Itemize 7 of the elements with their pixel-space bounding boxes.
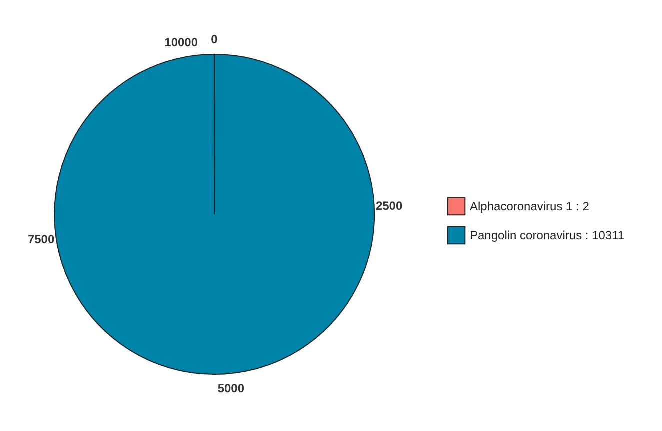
text: 10000 xyxy=(164,36,198,50)
text: 2500 xyxy=(376,199,403,214)
legend-label: Alphacoronavirus 1 : 2 xyxy=(470,200,590,214)
legend-label: Pangolin coronavirus : 10311 xyxy=(470,228,625,242)
text: 5000 xyxy=(218,382,245,396)
text: 0 xyxy=(211,32,218,46)
text: 7500 xyxy=(28,232,55,246)
